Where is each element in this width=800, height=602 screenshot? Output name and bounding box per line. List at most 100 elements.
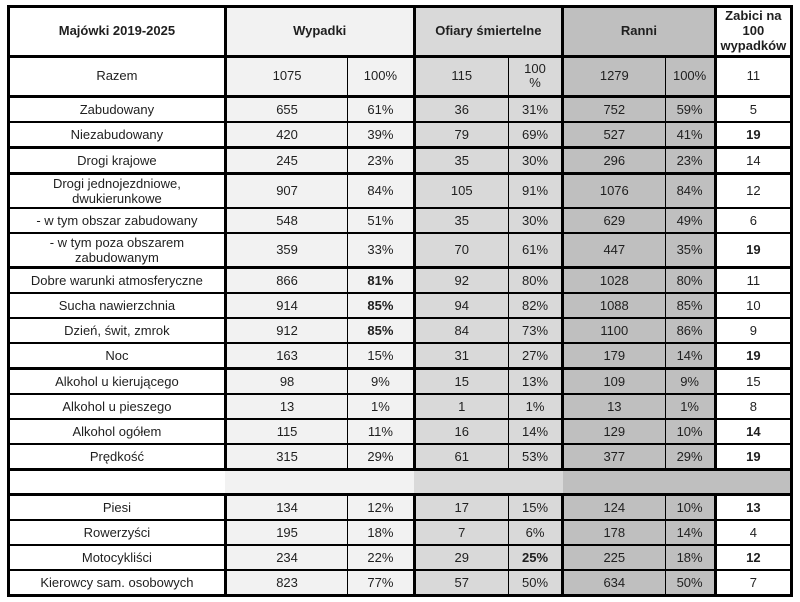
statistics-table: Majówki 2019-2025 Wypadki Ofiary śmierte…	[7, 5, 793, 597]
cell-wypadki-pct: 77%	[347, 569, 416, 596]
cell-wypadki: 163	[225, 342, 349, 370]
cell-wypadki: 420	[225, 121, 349, 149]
cell-zabici: 10	[715, 292, 792, 319]
cell-ranni-pct: 29%	[665, 443, 717, 471]
table-row: Kierowcy sam. osobowych 823 77% 57 50% 634 50%…	[8, 569, 792, 596]
cell-wypadki: 823	[225, 569, 349, 596]
cell-ofiary: 7	[414, 519, 509, 546]
cell-ranni-pct: 84%	[665, 173, 717, 209]
cell-ranni-pct: 10%	[665, 494, 717, 521]
cell-ofiary-pct: 80%	[508, 267, 565, 294]
cell-ofiary-pct: 30%	[508, 207, 565, 234]
cell-ofiary-pct: 53%	[508, 443, 565, 471]
cell-ofiary: 105	[414, 173, 509, 209]
table-row: Zabudowany 655 61% 36 31% 752 59% 5	[8, 96, 792, 123]
cell-ofiary: 94	[414, 292, 509, 319]
cell-wypadki-pct: 18%	[347, 519, 416, 546]
cell-ranni-pct: 86%	[665, 317, 717, 344]
cell-ranni: 109	[562, 368, 666, 395]
cell-ofiary: 15	[414, 368, 509, 395]
cell-separator-ranni-zabici	[562, 469, 792, 496]
cell-zabici: 12	[715, 173, 792, 209]
cell-zabici: 11	[715, 56, 792, 98]
cell-ofiary: 70	[414, 232, 509, 269]
header-ranni: Ranni	[562, 6, 717, 58]
cell-label: Piesi	[8, 494, 227, 521]
cell-wypadki-pct: 22%	[347, 544, 416, 571]
cell-ofiary-pct: 30%	[508, 147, 565, 175]
cell-wypadki-pct: 29%	[347, 443, 416, 471]
cell-label: Alkohol u kierującego	[8, 368, 227, 395]
table-row: Dobre warunki atmosferyczne 866 81% 92 80% 10…	[8, 267, 792, 294]
cell-ranni: 1076	[562, 173, 666, 209]
header-row: Majówki 2019-2025 Wypadki Ofiary śmierte…	[8, 6, 792, 58]
cell-ranni: 225	[562, 544, 666, 571]
cell-label: Alkohol u pieszego	[8, 393, 227, 420]
cell-zabici: 19	[715, 342, 792, 370]
cell-zabici: 4	[715, 519, 792, 546]
table-row: Motocykliści 234 22% 29 25% 225 18% 12	[8, 544, 792, 571]
cell-wypadki: 195	[225, 519, 349, 546]
cell-zabici: 12	[715, 544, 792, 571]
cell-label: Motocykliści	[8, 544, 227, 571]
cell-zabici: 9	[715, 317, 792, 344]
cell-ranni-pct: 23%	[665, 147, 717, 175]
cell-ranni-pct: 50%	[665, 569, 717, 596]
cell-wypadki-pct: 100%	[347, 56, 416, 98]
cell-ranni: 377	[562, 443, 666, 471]
table-row: Prędkość 315 29% 61 53% 377 29% 19	[8, 443, 792, 471]
cell-wypadki-pct: 9%	[347, 368, 416, 395]
cell-ranni-pct: 14%	[665, 519, 717, 546]
cell-zabici: 5	[715, 96, 792, 123]
cell-zabici: 13	[715, 494, 792, 521]
cell-ranni: 634	[562, 569, 666, 596]
cell-ranni-pct: 49%	[665, 207, 717, 234]
cell-separator-wypadki	[225, 469, 415, 496]
cell-ofiary-pct: 27%	[508, 342, 565, 370]
table-row: Alkohol ogółem 115 11% 16 14% 129 10% 14	[8, 418, 792, 445]
cell-ofiary: 35	[414, 207, 509, 234]
cell-ranni-pct: 59%	[665, 96, 717, 123]
cell-ranni: 13	[562, 393, 666, 420]
table-row: - w tym obszar zabudowany 548 51% 35 30% 629 4…	[8, 207, 792, 234]
cell-ranni-pct: 80%	[665, 267, 717, 294]
table-row: Piesi 134 12% 17 15% 124 10% 13	[8, 494, 792, 521]
cell-ofiary-pct: 13%	[508, 368, 565, 395]
cell-separator-ofiary	[414, 469, 563, 496]
cell-ranni-pct: 9%	[665, 368, 717, 395]
cell-wypadki-pct: 51%	[347, 207, 416, 234]
cell-wypadki: 866	[225, 267, 349, 294]
header-wypadki: Wypadki	[225, 6, 416, 58]
cell-ofiary-pct: 100 %	[508, 56, 565, 98]
cell-ranni: 129	[562, 418, 666, 445]
cell-ranni-pct: 41%	[665, 121, 717, 149]
cell-wypadki-pct: 39%	[347, 121, 416, 149]
cell-wypadki: 907	[225, 173, 349, 209]
cell-ofiary-pct: 25%	[508, 544, 565, 571]
cell-ranni-pct: 10%	[665, 418, 717, 445]
cell-wypadki-pct: 15%	[347, 342, 416, 370]
cell-label: Niezabudowany	[8, 121, 227, 149]
cell-wypadki: 234	[225, 544, 349, 571]
cell-zabici: 19	[715, 121, 792, 149]
cell-zabici: 19	[715, 232, 792, 269]
cell-ranni: 527	[562, 121, 666, 149]
cell-ofiary-pct: 82%	[508, 292, 565, 319]
cell-ofiary-pct: 50%	[508, 569, 565, 596]
cell-ofiary: 57	[414, 569, 509, 596]
cell-ofiary-pct: 73%	[508, 317, 565, 344]
cell-label: Rowerzyści	[8, 519, 227, 546]
cell-ofiary-pct: 15%	[508, 494, 565, 521]
cell-ranni: 1279	[562, 56, 666, 98]
cell-wypadki-pct: 12%	[347, 494, 416, 521]
cell-wypadki-pct: 85%	[347, 317, 416, 344]
cell-label: Razem	[8, 56, 227, 98]
cell-ranni: 629	[562, 207, 666, 234]
cell-zabici: 19	[715, 443, 792, 471]
cell-ranni-pct: 85%	[665, 292, 717, 319]
table-row: Drogi krajowe 245 23% 35 30% 296 23% 14	[8, 147, 792, 175]
cell-wypadki-pct: 33%	[347, 232, 416, 269]
cell-ranni: 124	[562, 494, 666, 521]
cell-ofiary: 1	[414, 393, 509, 420]
